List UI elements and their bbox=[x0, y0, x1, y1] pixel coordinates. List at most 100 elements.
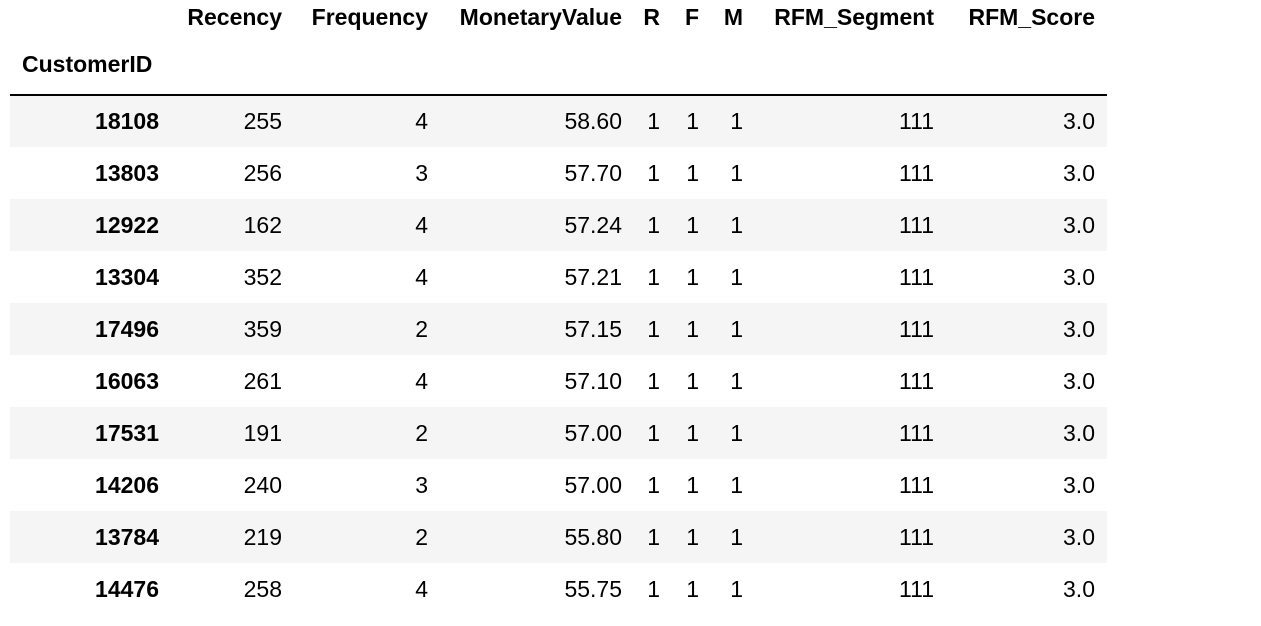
cell-f: 1 bbox=[686, 471, 699, 498]
cell-f: 1 bbox=[686, 523, 699, 550]
cell-frequency: 3 bbox=[415, 159, 428, 186]
cell-frequency: 4 bbox=[415, 108, 428, 134]
index-name-spacer bbox=[171, 34, 294, 96]
cell-frequency: 4 bbox=[415, 263, 428, 290]
cell-frequency: 4 bbox=[415, 367, 428, 394]
cell-m: 1 bbox=[730, 575, 743, 602]
cell-rfm-score: 3.0 bbox=[1063, 419, 1095, 446]
cell-m: 1 bbox=[730, 471, 743, 498]
cell-recency: 359 bbox=[243, 315, 282, 342]
cell-rfm-score: 3.0 bbox=[1063, 523, 1095, 550]
cell-monetary-value: 57.10 bbox=[564, 367, 622, 394]
index-name-spacer bbox=[672, 34, 711, 96]
cell-rfm-segment: 111 bbox=[899, 523, 934, 550]
row-index-customer-id: 13304 bbox=[95, 263, 159, 290]
cell-m: 1 bbox=[730, 263, 743, 290]
cell-r: 1 bbox=[647, 159, 660, 186]
table-row: 14476 258 4 55.75 1 1 1 111 3.0 bbox=[10, 563, 1107, 615]
cell-rfm-segment: 111 bbox=[899, 419, 934, 446]
row-index-customer-id: 14476 bbox=[95, 575, 159, 602]
cell-monetary-value: 57.70 bbox=[564, 159, 622, 186]
cell-r: 1 bbox=[647, 211, 660, 238]
cell-monetary-value: 57.15 bbox=[564, 315, 622, 342]
cell-frequency: 2 bbox=[415, 523, 428, 550]
cell-m: 1 bbox=[730, 108, 743, 134]
cell-recency: 162 bbox=[243, 211, 282, 238]
index-name-spacer bbox=[634, 34, 672, 96]
cell-f: 1 bbox=[686, 367, 699, 394]
cell-rfm-segment: 111 bbox=[899, 575, 934, 602]
column-header-recency: Recency bbox=[187, 3, 282, 30]
cell-rfm-segment: 111 bbox=[899, 315, 934, 342]
cell-monetary-value: 57.24 bbox=[564, 211, 622, 238]
index-name-spacer bbox=[946, 34, 1107, 96]
cell-rfm-score: 3.0 bbox=[1063, 108, 1095, 134]
table-row: 17531 191 2 57.00 1 1 1 111 3.0 bbox=[10, 407, 1107, 459]
table-row: 13784 219 2 55.80 1 1 1 111 3.0 bbox=[10, 511, 1107, 563]
cell-m: 1 bbox=[730, 315, 743, 342]
cell-r: 1 bbox=[647, 471, 660, 498]
cell-f: 1 bbox=[686, 419, 699, 446]
cell-r: 1 bbox=[647, 108, 660, 134]
cell-recency: 352 bbox=[243, 263, 282, 290]
cell-rfm-score: 3.0 bbox=[1063, 367, 1095, 394]
cell-rfm-segment: 111 bbox=[899, 367, 934, 394]
cell-frequency: 2 bbox=[415, 419, 428, 446]
index-name-spacer bbox=[294, 34, 440, 96]
row-index-customer-id: 16063 bbox=[95, 367, 159, 394]
row-index-customer-id: 13803 bbox=[95, 159, 159, 186]
cell-rfm-segment: 111 bbox=[899, 159, 934, 186]
cell-frequency: 4 bbox=[415, 211, 428, 238]
cell-r: 1 bbox=[647, 575, 660, 602]
index-header-blank bbox=[10, 0, 171, 34]
cell-f: 1 bbox=[686, 108, 699, 134]
cell-rfm-segment: 111 bbox=[899, 108, 934, 134]
cell-f: 1 bbox=[686, 159, 699, 186]
index-name-spacer bbox=[711, 34, 755, 96]
cell-rfm-segment: 111 bbox=[899, 263, 934, 290]
cell-frequency: 3 bbox=[415, 471, 428, 498]
cell-monetary-value: 57.21 bbox=[564, 263, 622, 290]
cell-m: 1 bbox=[730, 523, 743, 550]
cell-rfm-score: 3.0 bbox=[1063, 263, 1095, 290]
cell-recency: 219 bbox=[243, 523, 282, 550]
cell-monetary-value: 55.75 bbox=[564, 575, 622, 602]
cell-rfm-score: 3.0 bbox=[1063, 471, 1095, 498]
column-header-m: M bbox=[723, 3, 743, 30]
row-index-customer-id: 18108 bbox=[95, 108, 159, 134]
cell-rfm-segment: 111 bbox=[899, 211, 934, 238]
index-name-spacer bbox=[440, 34, 634, 96]
cell-r: 1 bbox=[647, 419, 660, 446]
table-row: 17496 359 2 57.15 1 1 1 111 3.0 bbox=[10, 303, 1107, 355]
row-index-customer-id: 12922 bbox=[95, 211, 159, 238]
cell-recency: 191 bbox=[243, 419, 282, 446]
table-row: 16063 261 4 57.10 1 1 1 111 3.0 bbox=[10, 355, 1107, 407]
column-header-r: R bbox=[643, 3, 660, 30]
cell-rfm-score: 3.0 bbox=[1063, 575, 1095, 602]
column-header-rfm-segment: RFM_Segment bbox=[774, 3, 934, 30]
cell-f: 1 bbox=[686, 315, 699, 342]
cell-rfm-score: 3.0 bbox=[1063, 159, 1095, 186]
index-name-row: CustomerID bbox=[10, 34, 1107, 96]
column-header-row: Recency Frequency MonetaryValue R F M RF… bbox=[10, 0, 1107, 34]
cell-frequency: 4 bbox=[415, 575, 428, 602]
cell-r: 1 bbox=[647, 315, 660, 342]
cell-m: 1 bbox=[730, 367, 743, 394]
column-header-f: F bbox=[684, 3, 699, 30]
table-row: 18108 255 4 58.60 1 1 1 111 3.0 bbox=[10, 95, 1107, 147]
cell-recency: 261 bbox=[243, 367, 282, 394]
cell-m: 1 bbox=[730, 159, 743, 186]
cell-recency: 256 bbox=[243, 159, 282, 186]
cell-recency: 258 bbox=[243, 575, 282, 602]
cell-rfm-score: 3.0 bbox=[1063, 315, 1095, 342]
cell-r: 1 bbox=[647, 263, 660, 290]
cell-r: 1 bbox=[647, 367, 660, 394]
table-row: 12922 162 4 57.24 1 1 1 111 3.0 bbox=[10, 199, 1107, 251]
row-index-customer-id: 14206 bbox=[95, 471, 159, 498]
column-header-monetary-value: MonetaryValue bbox=[459, 3, 622, 30]
row-index-customer-id: 17531 bbox=[95, 419, 159, 446]
cell-f: 1 bbox=[686, 263, 699, 290]
column-header-rfm-score: RFM_Score bbox=[968, 3, 1095, 30]
index-name-spacer bbox=[755, 34, 946, 96]
index-name-customer-id: CustomerID bbox=[10, 34, 171, 96]
